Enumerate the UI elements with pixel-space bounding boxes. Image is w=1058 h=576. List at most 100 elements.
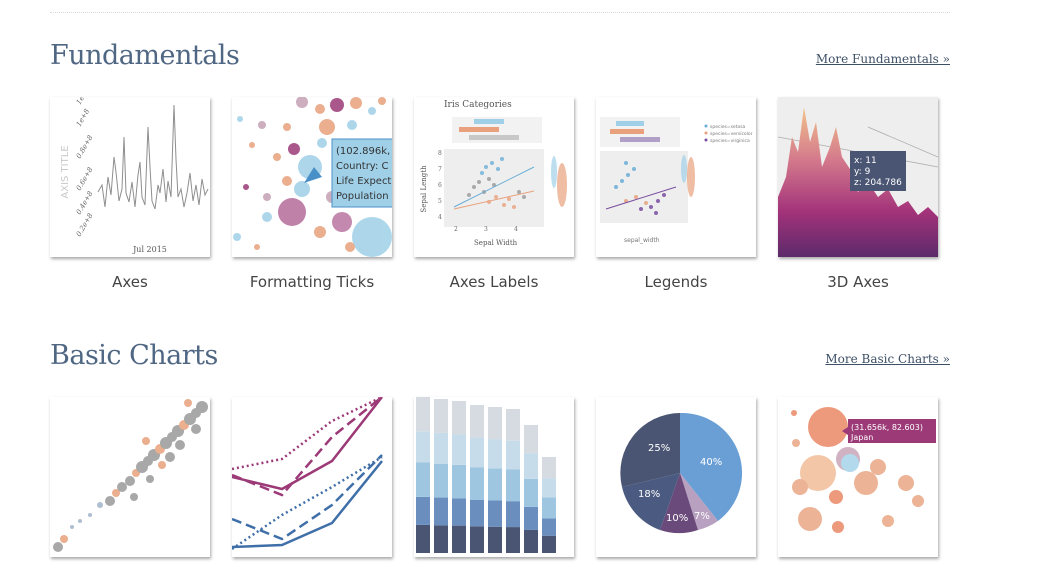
- card-pie[interactable]: 25% 40% 18% 10% 7%: [596, 397, 758, 573]
- bar-segment: [542, 497, 556, 519]
- bar-segment: [542, 457, 556, 479]
- tooltip-box: [331, 138, 392, 208]
- tooltip-line: y: 9: [854, 167, 871, 177]
- bar-segment: [506, 469, 520, 502]
- bar-segment: [470, 437, 484, 468]
- card-axes-labels[interactable]: Iris Categories 2 3 4 8: [414, 97, 576, 291]
- labels-ytick: 8: [438, 150, 442, 157]
- labels-ytick: 5: [438, 198, 442, 205]
- legend-entry: species=virginica: [710, 138, 750, 144]
- bar-segment: [434, 525, 448, 553]
- thumb-scatter: [50, 397, 210, 557]
- top-divider: [50, 12, 950, 13]
- tooltip-line: Country: C: [336, 161, 389, 172]
- card-label: Axes Labels: [449, 273, 539, 291]
- bar-segment: [524, 529, 538, 553]
- thumb-axes-labels: Iris Categories 2 3 4 8: [414, 97, 574, 257]
- axes-ytick: 1e+8: [75, 97, 92, 106]
- bar-segment: [452, 464, 466, 499]
- bar-segment: [524, 506, 538, 530]
- thumb-axes: AXIS TITLE 1e+8 1e+8 0.8e+8 0.6e+8 0.4e+…: [50, 97, 210, 257]
- bar-segment: [434, 432, 448, 464]
- labels-xtick: 2: [454, 226, 458, 233]
- labels-ytick: 4: [438, 214, 442, 221]
- legend-entry: species=setosa: [710, 124, 746, 130]
- bar-segment: [506, 440, 520, 470]
- bar-segment: [434, 399, 448, 433]
- bar-segment: [416, 431, 430, 463]
- card-axes[interactable]: AXIS TITLE 1e+8 1e+8 0.8e+8 0.6e+8 0.4e+…: [50, 97, 212, 291]
- thumb-formatting-ticks: (102.896k, Country: C Life Expect Popula…: [232, 97, 392, 257]
- bar-segment: [416, 462, 430, 497]
- bar-segment: [542, 535, 556, 553]
- axes-ytick: 0.8e+8: [75, 133, 95, 160]
- tooltip-line: (31.656k, 82.603): [851, 423, 923, 432]
- surface-3d-chart: x: 11 y: 9 z: 204.786: [778, 97, 938, 257]
- pie-slice: [620, 413, 680, 487]
- card-label: Axes: [112, 273, 148, 291]
- line-series: [232, 397, 383, 471]
- pie-chart: 25% 40% 18% 10% 7%: [620, 412, 743, 534]
- bar-segment: [470, 526, 484, 553]
- axes-series-line: [97, 104, 209, 210]
- axes-ytick: 1e+8: [75, 107, 92, 128]
- bar-segment: [416, 397, 430, 432]
- tooltip-box: [848, 419, 936, 443]
- pie-slice: [660, 473, 698, 534]
- more-basic-charts-link[interactable]: More Basic Charts »: [825, 352, 950, 366]
- bar-segment: [506, 527, 520, 553]
- card-line[interactable]: [232, 397, 394, 573]
- bubble-chart: (31.656k, 82.603) Japan: [791, 407, 936, 533]
- thumb-3d-axes: x: 11 y: 9 z: 204.786: [778, 97, 938, 257]
- card-bar[interactable]: [414, 397, 576, 573]
- card-label: 3D Axes: [827, 273, 889, 291]
- thumb-legends: species=setosa species=versicolor specie…: [596, 97, 756, 257]
- card-3d-axes[interactable]: x: 11 y: 9 z: 204.786 3D Axes: [778, 97, 940, 291]
- card-label: Legends: [644, 273, 708, 291]
- bar-segment: [506, 501, 520, 528]
- legends-xlabel: sepal_width: [624, 237, 660, 244]
- tooltip-line: (102.896k,: [336, 146, 390, 157]
- more-fundamentals-link[interactable]: More Fundamentals »: [815, 52, 950, 66]
- bar-segment: [524, 453, 538, 479]
- labels-title: Iris Categories: [444, 100, 512, 110]
- bar-segment: [434, 497, 448, 526]
- bubble-chart: (102.896k, Country: C Life Expect Popula…: [233, 97, 392, 257]
- section-title-fundamentals: Fundamentals: [50, 40, 240, 71]
- card-legends[interactable]: species=setosa species=versicolor specie…: [596, 97, 758, 291]
- tooltip-line: Japan: [850, 433, 873, 442]
- labels-ylabel: Sepal Length: [420, 165, 428, 213]
- axes-ytick: 0.2e+8: [75, 211, 95, 238]
- bar-segment: [470, 405, 484, 438]
- bar-segment: [452, 498, 466, 526]
- card-formatting-ticks[interactable]: (102.896k, Country: C Life Expect Popula…: [232, 97, 394, 291]
- bar-segment: [452, 525, 466, 553]
- thumb-bubble: (31.656k, 82.603) Japan: [778, 397, 938, 557]
- thumb-pie: 25% 40% 18% 10% 7%: [596, 397, 756, 557]
- labels-ytick: 7: [438, 166, 442, 173]
- bar-segment: [488, 526, 502, 553]
- line-series: [232, 397, 383, 497]
- bar-segment: [470, 467, 484, 500]
- labels-ytick: 6: [438, 182, 442, 189]
- line-series: [232, 397, 383, 491]
- bar-segment: [488, 407, 502, 440]
- pie-slice: [622, 473, 680, 530]
- card-bubble[interactable]: (31.656k, 82.603) Japan: [778, 397, 940, 573]
- axes-ytick: 0.4e+8: [75, 189, 95, 216]
- pie-label: 18%: [638, 489, 660, 500]
- section-title-basic-charts: Basic Charts: [50, 340, 218, 371]
- legends-scatter-chart: species=setosa species=versicolor specie…: [600, 117, 753, 244]
- axes-ylabel: AXIS TITLE: [60, 145, 71, 198]
- thumb-line: [232, 397, 392, 557]
- stacked-bar-chart: [416, 397, 556, 553]
- pie-slice: [680, 473, 718, 530]
- line-series: [232, 460, 383, 549]
- legend-entry: species=versicolor: [710, 131, 753, 137]
- tooltip-line: Population: [336, 191, 389, 202]
- bar-segment: [434, 463, 448, 498]
- bar-segment: [470, 499, 484, 527]
- axes-ytick: 0.6e+8: [75, 165, 95, 192]
- bar-segment: [452, 401, 466, 435]
- card-scatter[interactable]: [50, 397, 212, 573]
